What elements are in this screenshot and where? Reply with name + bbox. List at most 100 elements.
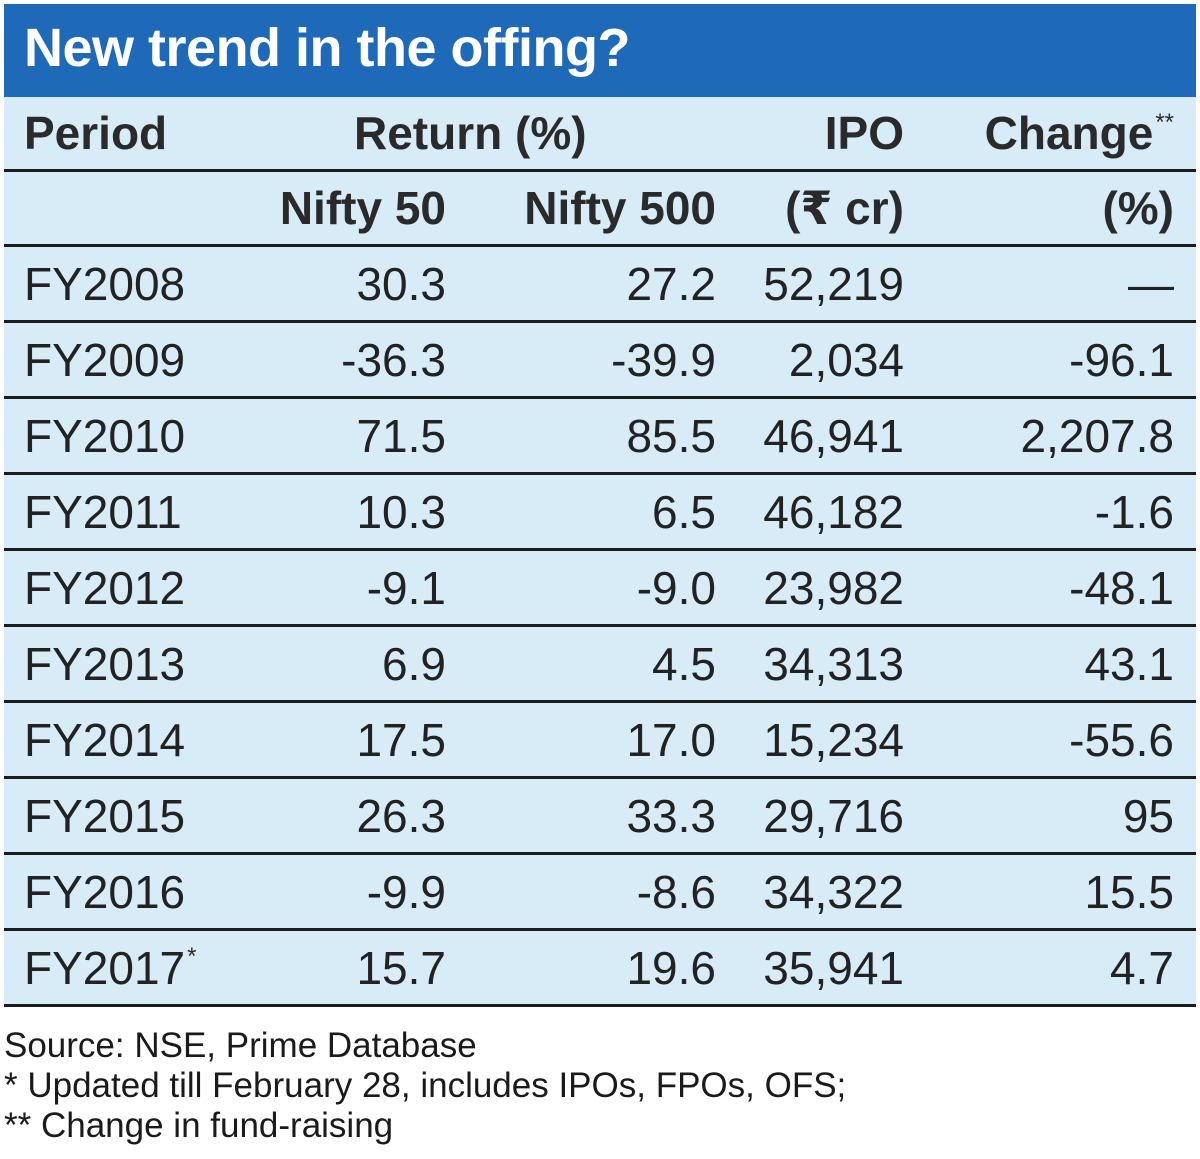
table-body: FY2008 30.3 27.2 52,219 — FY2009 -36.3 -39.9 2,0… bbox=[4, 247, 1196, 1007]
nifty50-cell-text: 17.5 bbox=[356, 713, 446, 766]
header-nifty50: Nifty 50 bbox=[279, 182, 446, 234]
period-cell: FY2009 bbox=[24, 323, 185, 396]
period-cell-text: FY2017 bbox=[24, 941, 186, 994]
footnotes: Source: NSE, Prime Database * Updated ti… bbox=[4, 1026, 1194, 1146]
title-bar: New trend in the offing? bbox=[4, 4, 1196, 97]
ipo-cell-text: 34,313 bbox=[763, 637, 904, 690]
period-cell: FY2011 bbox=[24, 475, 182, 548]
nifty50-cell: 10.3 bbox=[356, 475, 446, 548]
nifty500-cell-text: 27.2 bbox=[626, 257, 716, 310]
nifty500-cell: -39.9 bbox=[611, 323, 716, 396]
ipo-cell-text: 52,219 bbox=[763, 257, 904, 310]
change-cell-text: — bbox=[1128, 257, 1174, 310]
table-row: FY2017 * 15.7 19.6 35,941 4.7 bbox=[4, 931, 1196, 1007]
ipo-cell-text: 34,322 bbox=[763, 865, 904, 918]
ipo-cell: 34,322 bbox=[763, 855, 904, 928]
period-cell: FY2015 bbox=[24, 779, 185, 852]
nifty500-cell-text: 19.6 bbox=[626, 941, 716, 994]
header-change-unit: (%) bbox=[1102, 182, 1174, 234]
ipo-cell: 15,234 bbox=[763, 703, 904, 776]
nifty500-cell: 19.6 bbox=[626, 931, 716, 1004]
nifty50-cell-text: 26.3 bbox=[356, 789, 446, 842]
nifty500-cell: 85.5 bbox=[626, 399, 716, 472]
table-title: New trend in the offing? bbox=[24, 17, 630, 78]
nifty50-cell: -9.9 bbox=[367, 855, 446, 928]
header-nifty500: Nifty 500 bbox=[524, 182, 716, 234]
period-cell-text: FY2016 bbox=[24, 865, 186, 918]
nifty50-cell: 15.7 bbox=[356, 931, 446, 1004]
nifty500-cell: 33.3 bbox=[626, 779, 716, 852]
nifty50-cell: 17.5 bbox=[356, 703, 446, 776]
period-cell-text: FY2015 bbox=[24, 789, 186, 842]
nifty50-cell-text: 10.3 bbox=[356, 485, 446, 538]
table-row: FY2008 30.3 27.2 52,219 — bbox=[4, 247, 1196, 323]
nifty500-cell: 27.2 bbox=[626, 247, 716, 320]
change-cell: -55.6 bbox=[1069, 703, 1174, 776]
change-cell: 95 bbox=[1123, 779, 1174, 852]
footnote-change: ** Change in fund-raising bbox=[4, 1106, 394, 1145]
nifty50-cell: 71.5 bbox=[356, 399, 446, 472]
header-ipo-unit: (₹ cr) bbox=[785, 182, 904, 234]
period-cell: FY2013 bbox=[24, 627, 185, 700]
nifty500-cell: -9.0 bbox=[637, 551, 716, 624]
change-cell: 2,207.8 bbox=[1021, 399, 1174, 472]
nifty50-cell-text: -9.1 bbox=[366, 561, 446, 614]
ipo-cell-text: 46,941 bbox=[763, 409, 904, 462]
footnote-updated: * Updated till February 28, includes IPO… bbox=[4, 1066, 847, 1105]
source-note: Source: NSE, Prime Database bbox=[4, 1026, 477, 1065]
table-row: FY2011 10.3 6.5 46,182 -1.6 bbox=[4, 475, 1196, 551]
ipo-cell: 46,182 bbox=[763, 475, 904, 548]
period-cell-text: FY2012 bbox=[24, 561, 186, 614]
period-cell-text: FY2009 bbox=[24, 333, 186, 386]
header-change-label: Change bbox=[984, 107, 1154, 159]
ipo-cell: 23,982 bbox=[763, 551, 904, 624]
ipo-cell-text: 46,182 bbox=[763, 485, 904, 538]
ipo-cell: 35,941 bbox=[763, 931, 904, 1004]
nifty500-cell-text: -9.0 bbox=[636, 561, 716, 614]
ipo-cell: 34,313 bbox=[763, 627, 904, 700]
header-change-footnote-mark: ** bbox=[1155, 109, 1174, 136]
nifty500-cell-text: 4.5 bbox=[652, 637, 716, 690]
table-row: FY2009 -36.3 -39.9 2,034 -96.1 bbox=[4, 323, 1196, 399]
period-cell-text: FY2008 bbox=[24, 257, 186, 310]
period-cell-text: FY2013 bbox=[24, 637, 186, 690]
ipo-cell: 2,034 bbox=[789, 323, 904, 396]
change-cell: 43.1 bbox=[1084, 627, 1174, 700]
change-cell: -48.1 bbox=[1069, 551, 1174, 624]
nifty500-cell: 17.0 bbox=[626, 703, 716, 776]
nifty50-cell: -9.1 bbox=[367, 551, 446, 624]
header-period: Period bbox=[24, 107, 168, 159]
nifty500-cell: 4.5 bbox=[652, 627, 716, 700]
period-cell: FY2012 bbox=[24, 551, 185, 624]
change-cell-text: -96.1 bbox=[1069, 333, 1174, 386]
change-cell-text: 95 bbox=[1122, 789, 1174, 842]
nifty50-cell: -36.3 bbox=[341, 323, 446, 396]
header-change: Change ** bbox=[985, 97, 1174, 169]
period-cell-text: FY2011 bbox=[24, 485, 182, 538]
nifty50-cell-text: -9.9 bbox=[366, 865, 446, 918]
ipo-cell-text: 35,941 bbox=[763, 941, 904, 994]
nifty50-cell-text: 6.9 bbox=[382, 637, 446, 690]
change-cell-text: -48.1 bbox=[1069, 561, 1174, 614]
ipo-cell: 29,716 bbox=[763, 779, 904, 852]
period-cell: FY2014 bbox=[24, 703, 185, 776]
period-footnote-mark: * bbox=[187, 943, 197, 970]
nifty50-cell-text: 71.5 bbox=[356, 409, 446, 462]
change-cell: -1.6 bbox=[1095, 475, 1174, 548]
header-return: Return (%) bbox=[354, 107, 587, 159]
period-cell: FY2008 bbox=[24, 247, 185, 320]
period-cell-text: FY2014 bbox=[24, 713, 186, 766]
ipo-cell: 52,219 bbox=[763, 247, 904, 320]
table-row: FY2010 71.5 85.5 46,941 2,207.8 bbox=[4, 399, 1196, 475]
change-cell-text: -55.6 bbox=[1069, 713, 1174, 766]
nifty500-cell-text: 33.3 bbox=[626, 789, 716, 842]
period-cell: FY2017 * bbox=[24, 931, 196, 1004]
table-row: FY2014 17.5 17.0 15,234 -55.6 bbox=[4, 703, 1196, 779]
nifty50-cell: 6.9 bbox=[382, 627, 446, 700]
nifty500-cell-text: -8.6 bbox=[636, 865, 716, 918]
nifty50-cell: 26.3 bbox=[356, 779, 446, 852]
header-row-2: Nifty 50 Nifty 500 (₹ cr) (%) bbox=[4, 172, 1196, 247]
change-cell-text: 43.1 bbox=[1084, 637, 1174, 690]
nifty50-cell-text: -36.3 bbox=[341, 333, 446, 386]
ipo-cell-text: 23,982 bbox=[763, 561, 904, 614]
